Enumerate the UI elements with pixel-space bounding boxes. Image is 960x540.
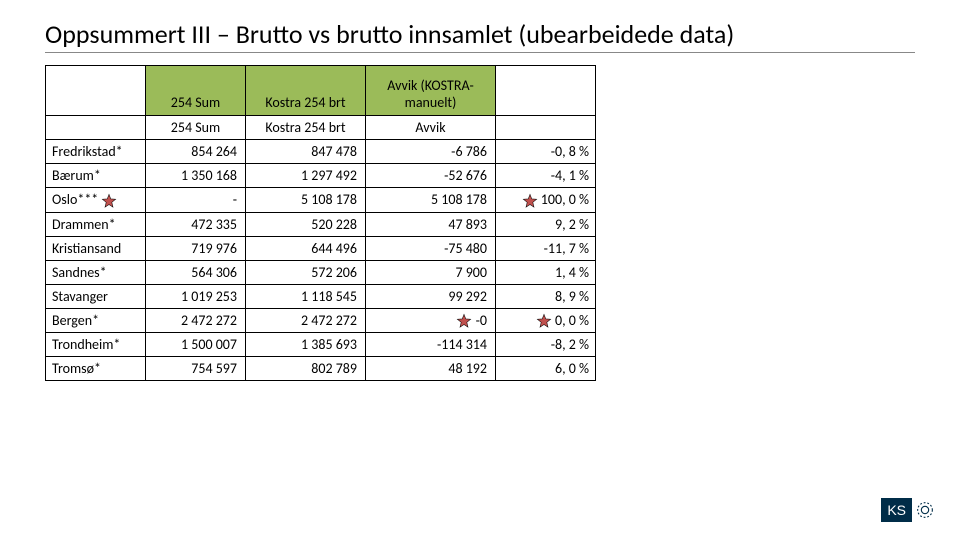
pct-cell: -4, 1 %: [496, 164, 596, 188]
star-icon: [522, 193, 538, 209]
pct-cell: 100, 0 %: [496, 188, 596, 213]
avvik-cell: 48 192: [366, 357, 496, 381]
kostra-cell: 1 118 545: [246, 284, 366, 308]
table-row: Stavanger1 019 2531 118 54599 2928, 9 %: [46, 284, 596, 308]
sum-cell: -: [146, 188, 246, 213]
table-row: Trondheim*1 500 0071 385 693-114 314-8, …: [46, 333, 596, 357]
kostra-cell: 1 297 492: [246, 164, 366, 188]
gear-icon: [914, 499, 936, 521]
header2-kostra: Kostra 254 brt: [246, 116, 366, 140]
city-cell: Drammen*: [46, 212, 146, 236]
sum-cell: 564 306: [146, 260, 246, 284]
city-cell: Bergen*: [46, 308, 146, 333]
city-cell: Stavanger: [46, 284, 146, 308]
city-cell: Trondheim*: [46, 333, 146, 357]
sum-cell: 1 019 253: [146, 284, 246, 308]
avvik-cell: -0: [366, 308, 496, 333]
sum-cell: 472 335: [146, 212, 246, 236]
header1-kostra: Kostra 254 brt: [246, 66, 366, 116]
avvik-cell: -52 676: [366, 164, 496, 188]
pct-cell: 0, 0 %: [496, 308, 596, 333]
pct-cell: 1, 4 %: [496, 260, 596, 284]
header1-avvik: Avvik (KOSTRA-manuelt): [366, 66, 496, 116]
page-title: Oppsummert III – Brutto vs brutto innsam…: [45, 18, 915, 53]
header2-blank-left: [46, 116, 146, 140]
table-row: Bergen*2 472 2722 472 272 -0 0, 0 %: [46, 308, 596, 333]
star-icon: [101, 193, 117, 209]
avvik-cell: -6 786: [366, 140, 496, 164]
header2-blank-right: [496, 116, 596, 140]
pct-cell: -8, 2 %: [496, 333, 596, 357]
data-table: 254 Sum Kostra 254 brt Avvik (KOSTRA-man…: [45, 65, 596, 381]
header1-blank-left: [46, 66, 146, 116]
kostra-cell: 1 385 693: [246, 333, 366, 357]
kostra-cell: 802 789: [246, 357, 366, 381]
avvik-cell: 99 292: [366, 284, 496, 308]
city-cell: Oslo***: [46, 188, 146, 213]
sum-cell: 1 500 007: [146, 333, 246, 357]
sum-cell: 719 976: [146, 236, 246, 260]
sum-cell: 754 597: [146, 357, 246, 381]
avvik-cell: 7 900: [366, 260, 496, 284]
table-row: Fredrikstad*854 264847 478-6 786-0, 8 %: [46, 140, 596, 164]
kostra-cell: 847 478: [246, 140, 366, 164]
pct-cell: 6, 0 %: [496, 357, 596, 381]
sum-cell: 1 350 168: [146, 164, 246, 188]
table-header-2: 254 Sum Kostra 254 brt Avvik: [46, 116, 596, 140]
avvik-cell: -114 314: [366, 333, 496, 357]
kostra-cell: 644 496: [246, 236, 366, 260]
kostra-cell: 572 206: [246, 260, 366, 284]
city-cell: Kristiansand: [46, 236, 146, 260]
kostra-cell: 2 472 272: [246, 308, 366, 333]
ks-logo-text: KS: [881, 498, 912, 522]
table-row: Kristiansand719 976644 496-75 480-11, 7 …: [46, 236, 596, 260]
table-header-1: 254 Sum Kostra 254 brt Avvik (KOSTRA-man…: [46, 66, 596, 116]
header2-sum: 254 Sum: [146, 116, 246, 140]
avvik-cell: 47 893: [366, 212, 496, 236]
city-cell: Bærum*: [46, 164, 146, 188]
pct-cell: -11, 7 %: [496, 236, 596, 260]
star-icon: [456, 313, 472, 329]
star-icon: [536, 313, 552, 329]
sum-cell: 2 472 272: [146, 308, 246, 333]
city-cell: Sandnes*: [46, 260, 146, 284]
ks-logo: KS: [881, 498, 936, 522]
city-cell: Tromsø*: [46, 357, 146, 381]
table-row: Sandnes*564 306572 2067 9001, 4 %: [46, 260, 596, 284]
table-row: Tromsø*754 597802 78948 1926, 0 %: [46, 357, 596, 381]
header1-sum: 254 Sum: [146, 66, 246, 116]
avvik-cell: -75 480: [366, 236, 496, 260]
kostra-cell: 5 108 178: [246, 188, 366, 213]
avvik-cell: 5 108 178: [366, 188, 496, 213]
pct-cell: 8, 9 %: [496, 284, 596, 308]
sum-cell: 854 264: [146, 140, 246, 164]
city-cell: Fredrikstad*: [46, 140, 146, 164]
kostra-cell: 520 228: [246, 212, 366, 236]
table-row: Drammen*472 335520 22847 8939, 2 %: [46, 212, 596, 236]
pct-cell: 9, 2 %: [496, 212, 596, 236]
header2-avvik: Avvik: [366, 116, 496, 140]
table-row: Oslo*** -5 108 1785 108 178 100, 0 %: [46, 188, 596, 213]
pct-cell: -0, 8 %: [496, 140, 596, 164]
header1-blank-right: [496, 66, 596, 116]
table-row: Bærum*1 350 1681 297 492-52 676-4, 1 %: [46, 164, 596, 188]
